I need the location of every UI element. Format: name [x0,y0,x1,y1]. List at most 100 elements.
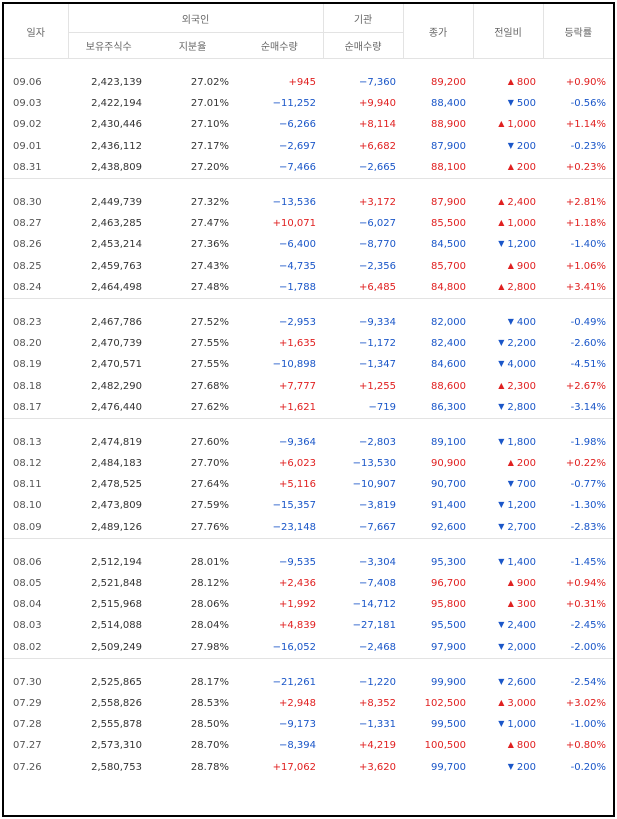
holdings-cell: 2,489,126 [91,521,142,533]
change-value: 2,600 [507,676,537,688]
table-row: 08.24 2,464,498 27.48% −1,788 +6,485 84,800 ▲ 2… [4,277,613,299]
foreign-net-cell: −23,148 [272,521,317,533]
holdings-cell: 2,512,194 [91,556,142,568]
inst-net-cell: −719 [368,401,397,413]
spacer [4,419,613,432]
inst-net-cell: −2,356 [359,260,397,272]
date-cell: 08.19 [13,359,42,371]
change-value: 500 [516,98,537,110]
change-value: 2,400 [507,197,537,209]
table-row: 08.30 2,449,739 27.32% −13,536 +3,172 87,900 ▲… [4,192,613,213]
foreign-net-cell: +7,777 [279,380,317,392]
change-cell: ▲ 800 [473,72,543,93]
close-cell: 84,600 [431,359,467,371]
rate-cell: -0.20% [570,761,607,773]
triangle-down-icon: ▼ [507,479,514,489]
date-cell: 08.27 [13,218,42,230]
foreign-net-cell: −6,266 [279,119,317,131]
ratio-cell: 27.52% [190,316,229,328]
change-cell: ▼ 2,200 [473,333,543,354]
holdings-cell: 2,464,498 [91,281,142,293]
foreign-net-cell: +10,071 [272,218,317,230]
date-cell: 08.24 [13,281,42,293]
inst-net-cell: −3,819 [359,500,397,512]
inst-net-cell: −13,530 [352,458,397,470]
change-value: 300 [516,599,537,611]
group-spacer [4,659,613,672]
date-cell: 08.10 [13,500,42,512]
ratio-cell: 27.02% [190,77,229,89]
rate-cell: -2.60% [570,338,607,350]
date-cell: 08.18 [13,380,42,392]
holdings-cell: 2,422,194 [91,98,142,110]
holdings-cell: 2,580,753 [91,761,142,773]
close-cell: 89,100 [431,436,467,448]
triangle-down-icon: ▼ [498,719,505,729]
triangle-down-icon: ▼ [498,338,505,348]
inst-net-cell: −27,181 [352,620,397,632]
date-cell: 08.03 [13,620,42,632]
table-row: 09.03 2,422,194 27.01% −11,252 +9,940 88,400 ▼… [4,93,613,114]
change-cell: ▲ 200 [473,453,543,474]
holdings-cell: 2,509,249 [91,641,142,653]
foreign-net-cell: −16,052 [272,641,317,653]
inst-net-cell: +3,172 [359,197,397,209]
date-cell: 07.27 [13,740,42,752]
change-value: 1,000 [507,218,537,230]
change-cell: ▲ 2,800 [473,277,543,299]
rate-cell: +0.31% [565,599,607,611]
foreign-net-cell: −6,400 [279,239,317,251]
close-cell: 90,700 [431,479,467,491]
change-cell: ▲ 200 [473,157,543,179]
change-cell: ▼ 500 [473,93,543,114]
change-cell: ▼ 1,800 [473,432,543,453]
close-cell: 100,500 [424,740,467,752]
rate-cell: -4.51% [570,359,607,371]
close-cell: 96,700 [431,578,467,590]
table-row: 08.26 2,453,214 27.36% −6,400 −8,770 84,500 ▼ 1… [4,234,613,255]
close-cell: 99,900 [431,676,467,688]
close-cell: 85,500 [431,218,467,230]
holdings-cell: 2,470,571 [91,359,142,371]
holdings-cell: 2,555,878 [91,719,142,731]
ratio-cell: 28.01% [190,556,229,568]
change-cell: ▼ 1,200 [473,495,543,516]
close-cell: 95,800 [431,599,467,611]
foreign-net-cell: −9,173 [279,719,317,731]
group-separator [4,178,613,179]
change-cell: ▲ 2,400 [473,192,543,213]
rate-cell: -1.98% [570,436,607,448]
triangle-up-icon: ▲ [507,740,514,750]
triangle-down-icon: ▼ [498,620,505,630]
foreign-net-cell: −9,364 [279,436,317,448]
holdings-cell: 2,438,809 [91,161,142,173]
triangle-up-icon: ▲ [507,77,514,87]
inst-net-cell: −7,360 [359,77,397,89]
ratio-cell: 27.64% [190,479,229,491]
close-cell: 88,600 [431,380,467,392]
table-row: 08.09 2,489,126 27.76% −23,148 −7,667 92,600 ▼… [4,517,613,539]
group-spacer [4,419,613,432]
change-value: 400 [516,316,537,328]
triangle-up-icon: ▲ [507,599,514,609]
change-cell: ▲ 300 [473,594,543,615]
rate-cell: +2.81% [565,197,607,209]
table-row: 09.06 2,423,139 27.02% +945 −7,360 89,200 ▲ 800… [4,72,613,93]
separator-line [4,178,613,179]
triangle-up-icon: ▲ [498,119,505,129]
rate-cell: +0.94% [565,578,607,590]
inst-net-cell: +4,219 [359,740,397,752]
close-cell: 88,900 [431,119,467,131]
triangle-up-icon: ▲ [498,380,505,390]
change-cell: ▼ 200 [473,136,543,157]
triangle-down-icon: ▼ [507,761,514,771]
change-value: 200 [516,458,537,470]
rate-cell: +3.02% [565,697,607,709]
triangle-up-icon: ▲ [498,697,505,707]
change-value: 4,000 [507,359,537,371]
inst-net-cell: −1,347 [359,359,397,371]
date-cell: 09.02 [13,119,42,131]
foreign-net-cell: −2,953 [279,316,317,328]
header-change: 전일비 [472,4,544,59]
close-cell: 87,900 [431,140,467,152]
